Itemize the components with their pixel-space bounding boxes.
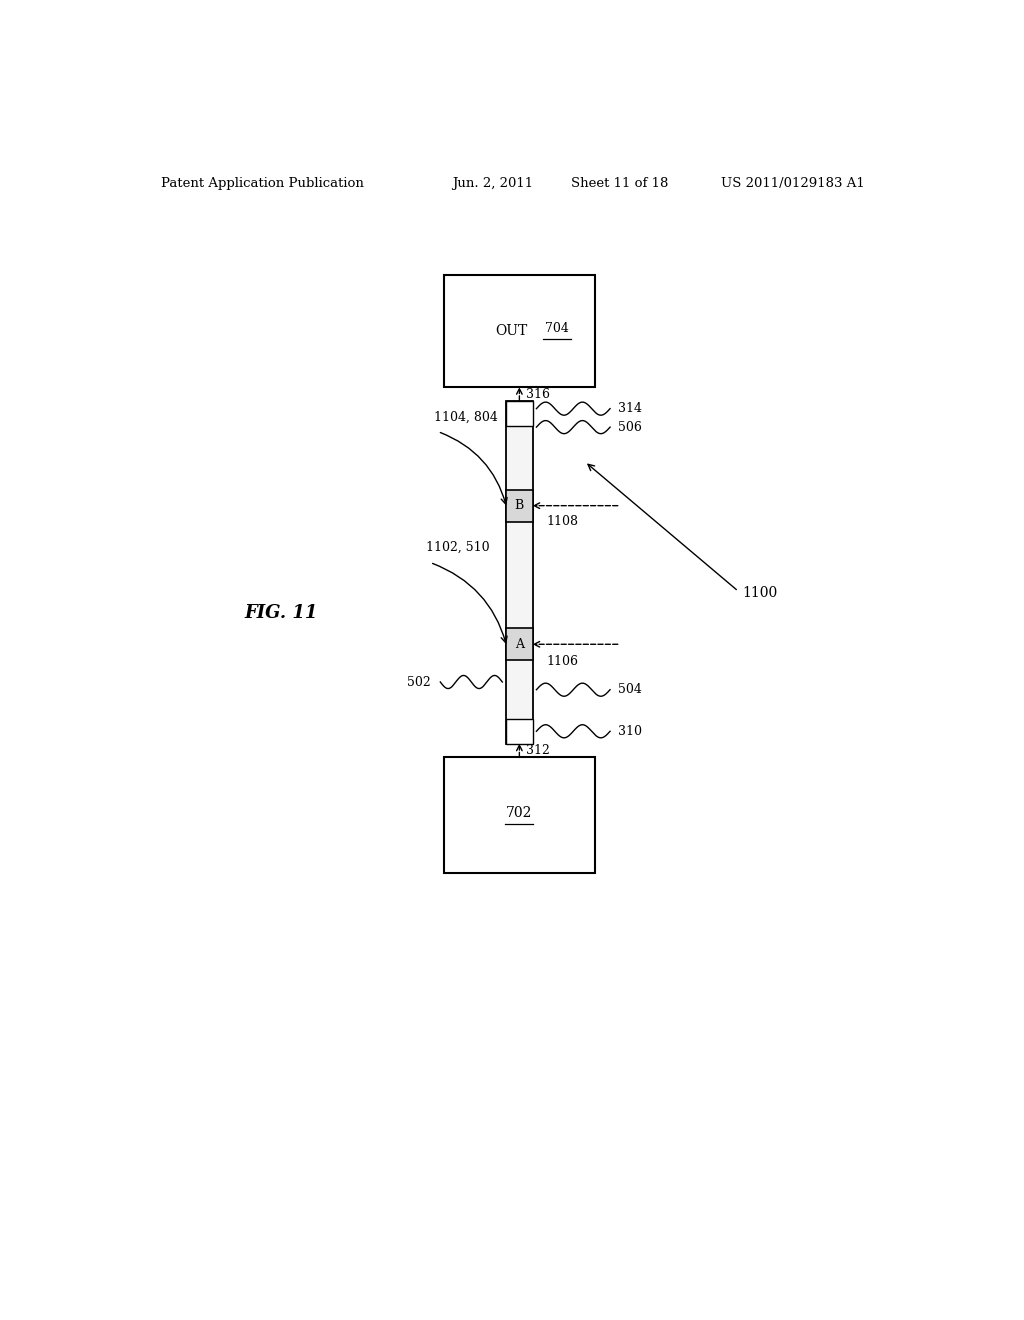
Text: OUT: OUT [496, 325, 527, 338]
Bar [443, 276, 595, 387]
Text: 1100: 1100 [742, 586, 778, 601]
Text: US 2011/0129183 A1: US 2011/0129183 A1 [721, 177, 864, 190]
Text: 504: 504 [617, 684, 642, 696]
Text: Sheet 11 of 18: Sheet 11 of 18 [571, 177, 669, 190]
Bar [506, 401, 532, 425]
Text: Jun. 2, 2011: Jun. 2, 2011 [452, 177, 534, 190]
Text: FIG. 11: FIG. 11 [245, 603, 317, 622]
Bar [443, 758, 595, 873]
Text: 1106: 1106 [547, 655, 579, 668]
Bar [506, 628, 532, 660]
Text: 702: 702 [506, 807, 532, 820]
Text: 1104, 804: 1104, 804 [434, 411, 498, 424]
Text: 314: 314 [617, 403, 642, 416]
Text: 502: 502 [407, 676, 430, 689]
Bar [506, 719, 532, 743]
Text: 1102, 510: 1102, 510 [426, 541, 490, 554]
Text: 312: 312 [525, 744, 550, 758]
Text: 704: 704 [545, 322, 568, 335]
Bar [506, 401, 532, 743]
Text: 1108: 1108 [547, 515, 579, 528]
Text: 316: 316 [525, 388, 550, 400]
Text: A: A [515, 638, 524, 651]
Text: 310: 310 [617, 725, 642, 738]
Text: 506: 506 [617, 421, 642, 434]
Text: Patent Application Publication: Patent Application Publication [161, 177, 364, 190]
Bar [506, 490, 532, 521]
Text: B: B [515, 499, 524, 512]
